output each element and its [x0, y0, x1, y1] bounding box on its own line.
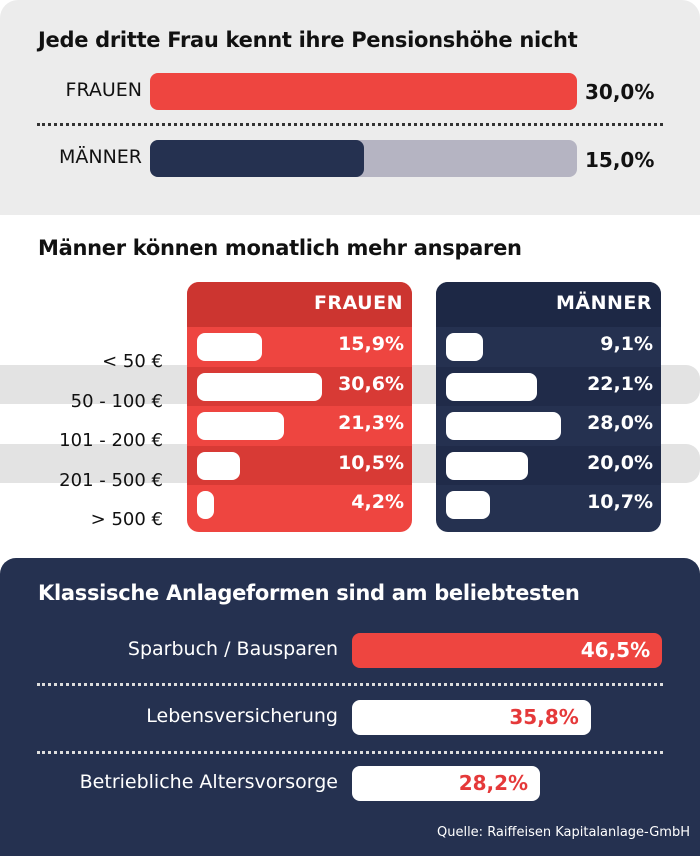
divider [37, 683, 663, 686]
table-row: 4,2% [187, 485, 412, 525]
table-row: 30,6% [187, 366, 412, 406]
divider [37, 751, 663, 754]
bar [197, 412, 285, 440]
bar [197, 491, 215, 519]
bar [197, 333, 263, 361]
maenner-bar [150, 140, 364, 177]
frauen-bar [150, 73, 577, 110]
value-label: 46,5% [580, 638, 651, 662]
bar: 46,5% [352, 633, 663, 668]
frauen-value: 30,0% [585, 80, 655, 104]
value-label: 22,1% [587, 372, 653, 395]
table-row: 21,3% [187, 406, 412, 446]
value-label: 28,2% [458, 771, 529, 795]
table-row: 9,1% [436, 327, 661, 367]
value-label: 28,0% [587, 412, 653, 434]
range-label: < 50 € [102, 351, 163, 372]
table-row: 28,0% [436, 406, 661, 446]
value-label: 35,8% [509, 705, 579, 729]
frauen-track [150, 73, 577, 110]
range-label: 101 - 200 € [59, 430, 163, 451]
maenner-value: 15,0% [585, 148, 655, 172]
bar [446, 412, 561, 440]
bar [446, 372, 537, 401]
divider [37, 123, 663, 126]
chart3-title: Klassische Anlageformen sind am beliebte… [38, 581, 580, 605]
chart2-title: Männer können monatlich mehr ansparen [38, 236, 522, 260]
bar [446, 491, 490, 519]
value-label: 30,6% [338, 372, 404, 395]
range-label: 201 - 500 € [59, 469, 163, 491]
maenner-label: MÄNNER [58, 146, 142, 168]
source-note: Quelle: Raiffeisen Kapitalanlage-GmbH [436, 825, 690, 840]
category-label: Sparbuch / Bausparen [127, 638, 338, 660]
maenner-track [150, 140, 577, 177]
value-label: 4,2% [351, 491, 404, 513]
value-label: 20,0% [587, 451, 653, 474]
category-label: Betriebliche Altersvorsorge [79, 771, 338, 793]
frauen-label: FRAUEN [65, 79, 142, 101]
bar [446, 451, 528, 480]
frauen-panel: FRAUEN 15,9% 30,6% 21,3% 10,5% 4,2% [187, 282, 412, 532]
table-row: 10,7% [436, 485, 661, 525]
table-row: 22,1% [436, 366, 661, 406]
bar: 35,8% [352, 700, 591, 735]
maenner-panel: MÄNNER 9,1% 22,1% 28,0% 20,0% 10,7% [436, 282, 661, 532]
value-label: 15,9% [338, 333, 404, 355]
pension-awareness-section: Jede dritte Frau kennt ihre Pensionshöhe… [0, 0, 700, 215]
frauen-header: FRAUEN [187, 282, 412, 327]
table-row: 20,0% [436, 445, 661, 485]
chart1-title: Jede dritte Frau kennt ihre Pensionshöhe… [38, 28, 578, 52]
range-label: > 500 € [90, 509, 163, 530]
value-label: 21,3% [338, 412, 404, 434]
bar: 28,2% [352, 766, 541, 801]
value-label: 10,7% [587, 491, 653, 513]
category-label: Lebensversicherung [146, 705, 338, 727]
bar [446, 333, 484, 361]
range-label: 50 - 100 € [70, 390, 163, 412]
investment-section: Klassische Anlageformen sind am beliebte… [0, 558, 700, 856]
bar [197, 372, 323, 401]
table-row: 15,9% [187, 327, 412, 367]
table-row: 10,5% [187, 445, 412, 485]
value-label: 9,1% [600, 333, 653, 355]
value-label: 10,5% [338, 451, 404, 474]
bar [197, 451, 241, 480]
maenner-header: MÄNNER [436, 282, 661, 327]
